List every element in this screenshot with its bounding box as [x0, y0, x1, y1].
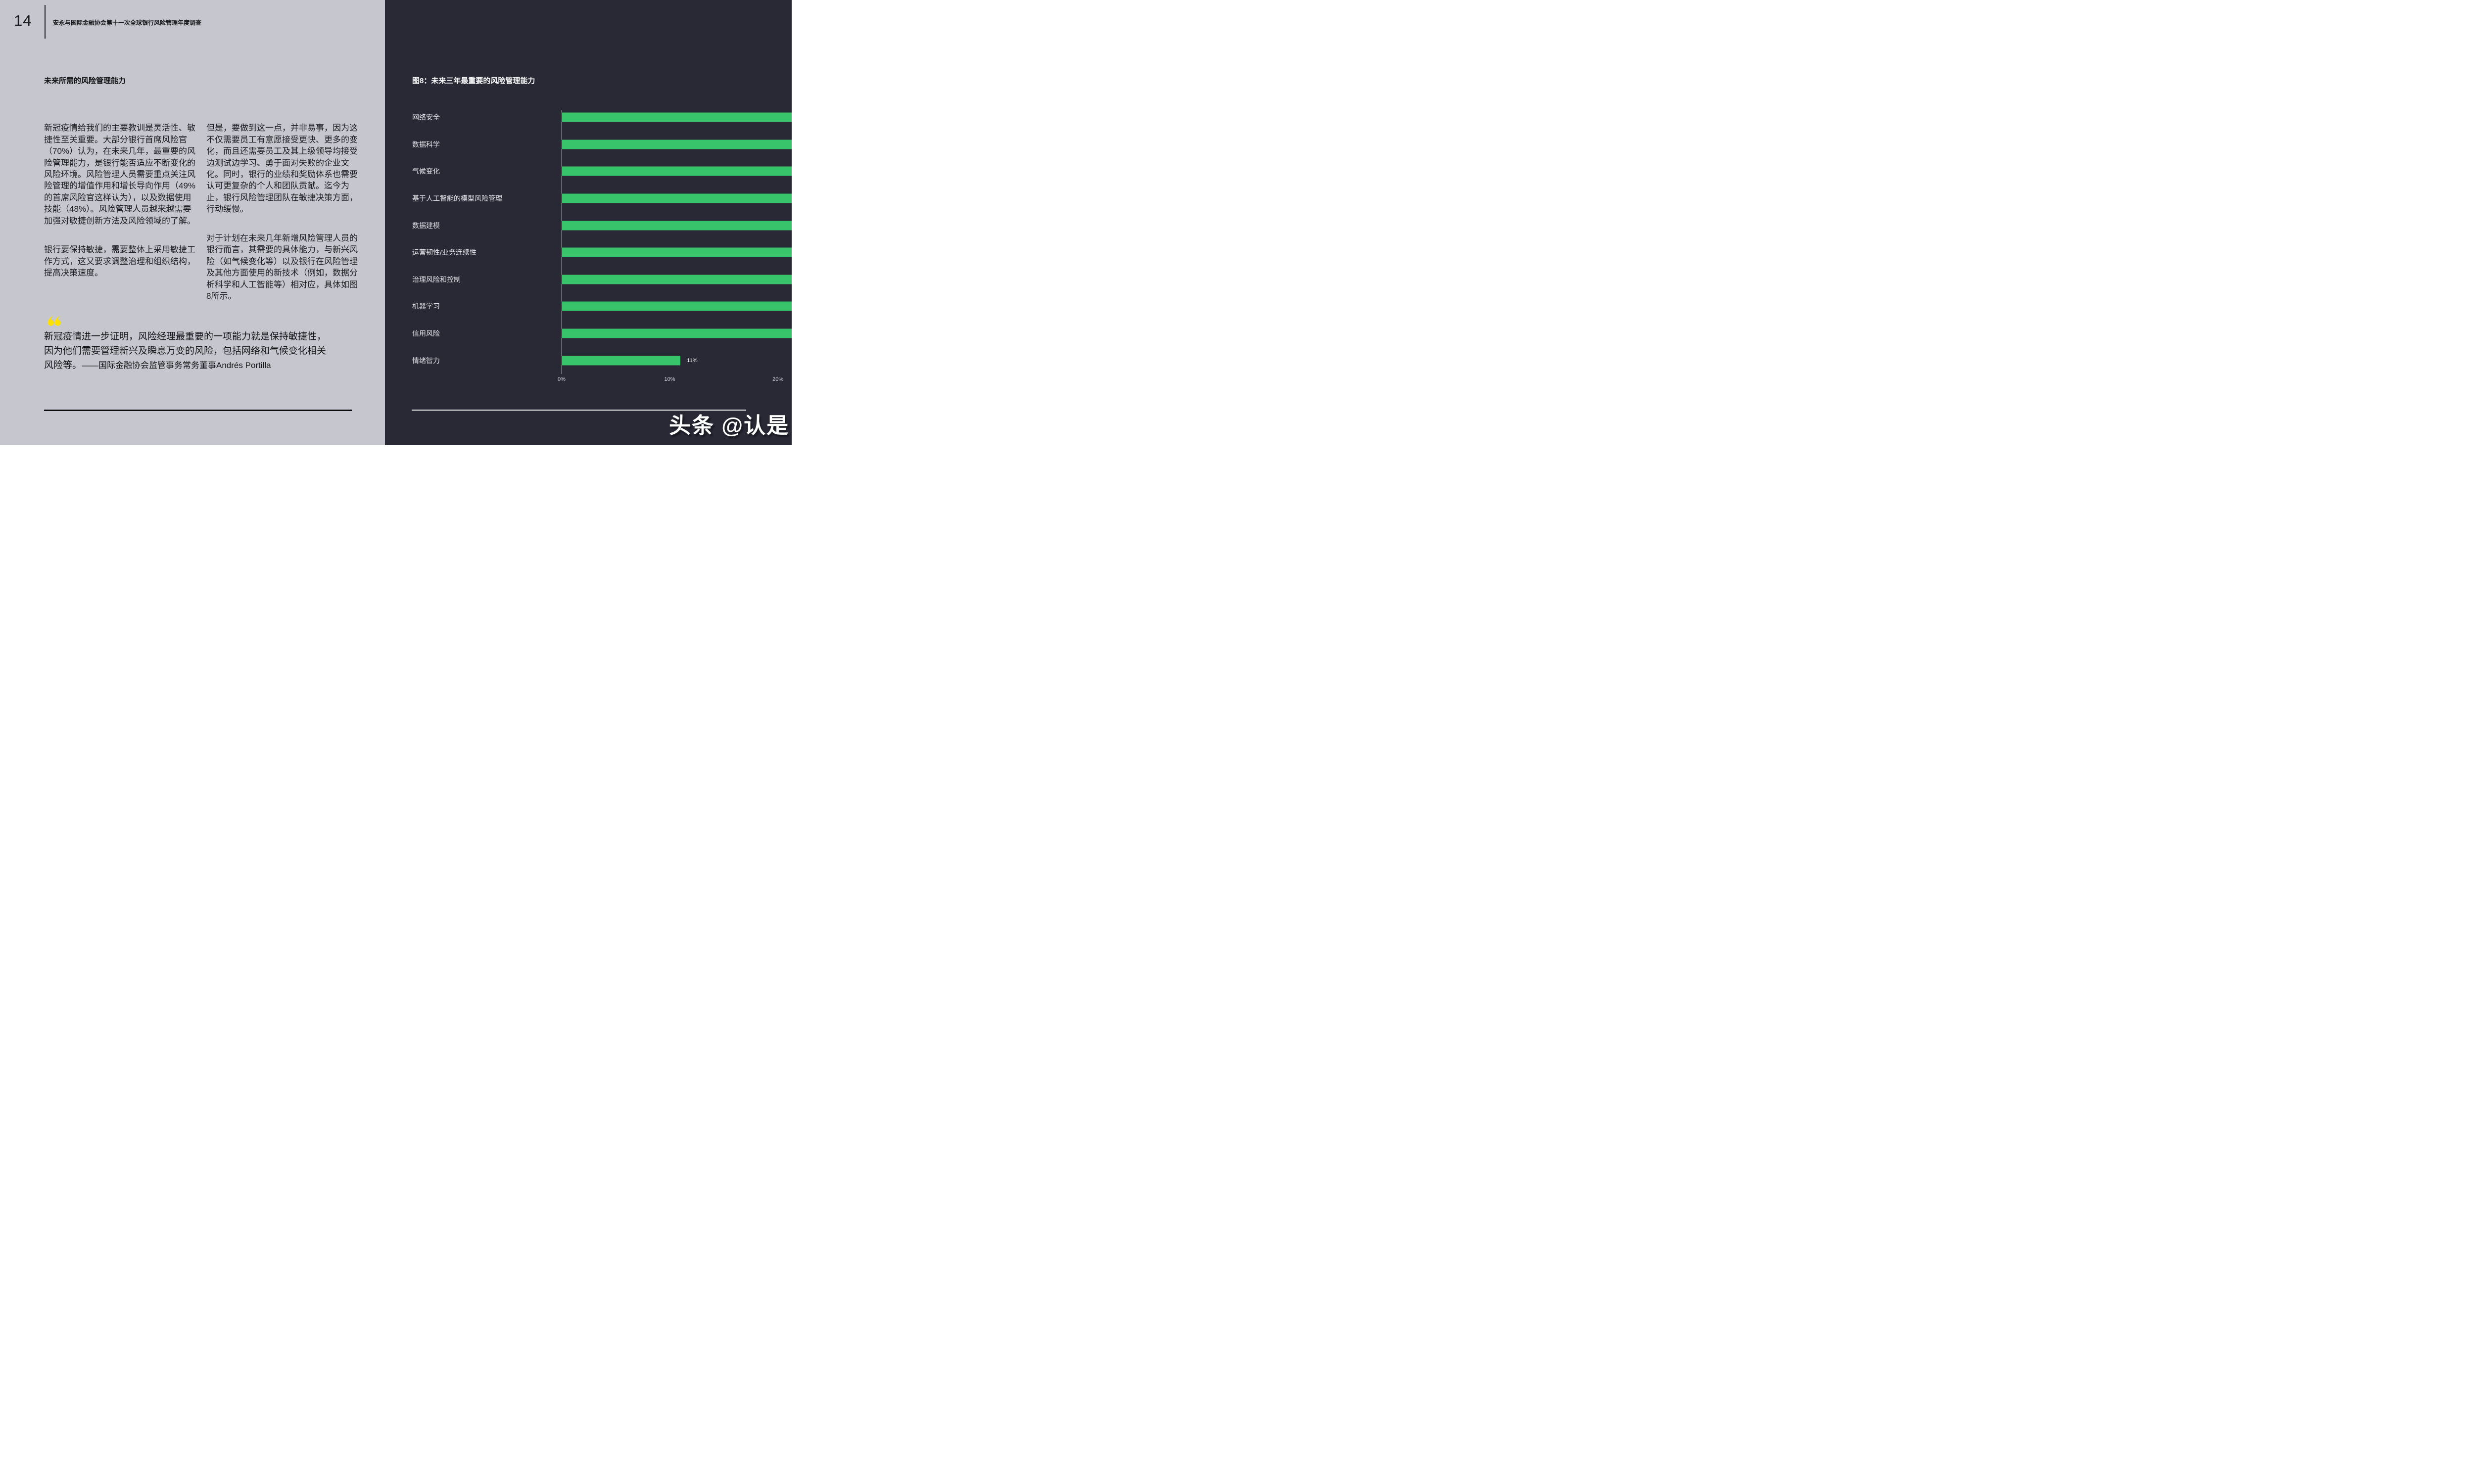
bar-chart: 网络安全75%数据科学74%气候变化57%基于人工智能的模型风险管理51%数据建… [412, 104, 792, 374]
bar-category-label: 基于人工智能的模型风险管理 [412, 194, 502, 203]
chart-row: 情绪智力 11% [412, 347, 778, 374]
chart-row: 网络安全75% [412, 104, 792, 131]
chart-row: 运营韧性/业务连续性46% [412, 239, 792, 266]
section-title: 未来所需的风险管理能力 [44, 77, 126, 85]
body-column-2: 但是，要做到这一点，并非易事，因为这 不仅需要员工有意愿接受更快、更多的变 化，… [206, 111, 361, 320]
quote-attribution: ——国际金融协会监管事务常务董事Andrés Portilla [82, 361, 271, 370]
bar-category-label: 信用风险 [412, 329, 440, 338]
paragraph: 对于计划在未来几年新增风险管理人员的 银行而言，其需要的具体能力，与新兴风 险（… [206, 233, 358, 301]
bar [562, 247, 792, 257]
chart-row: 气候变化57% [412, 158, 792, 185]
bar-category-label: 网络安全 [412, 113, 440, 122]
bar-category-label: 机器学习 [412, 302, 440, 311]
axis-tick-label: 0% [558, 376, 566, 382]
chart-row: 信用风险36% [412, 320, 792, 347]
bar [562, 193, 792, 203]
bar [562, 112, 792, 122]
body-column-1: 新冠疫情给我们的主要教训是灵活性、敏 捷性至关重要。大部分银行首席风险官 （70… [44, 111, 198, 296]
bar-category-label: 运营韧性/业务连续性 [412, 248, 476, 257]
quote-text-end: 风险等。 [44, 360, 82, 371]
bottom-rule-right [412, 410, 746, 411]
chart-x-axis-ticks: 0%10%20%30%40%50%60%70%80% [558, 376, 783, 384]
bar [562, 328, 792, 338]
bar [562, 221, 792, 231]
chart-row: 数据建模48% [412, 212, 792, 239]
header-report-title: 安永与国际金融协会第十一次全球银行风险管理年度调查 [53, 19, 202, 26]
page-number: 14 [14, 12, 32, 29]
quote-text-line: 新冠疫情进一步证明，风险经理最重要的一项能力就是保持敏捷性， [44, 331, 327, 342]
bar [562, 301, 792, 311]
chart-row: 机器学习36% [412, 293, 792, 320]
bar-category-label: 数据建模 [412, 221, 440, 230]
axis-tick-label: 10% [664, 376, 675, 382]
watermark: 头条 @认是 [669, 414, 790, 438]
bar-category-label: 气候变化 [412, 167, 440, 176]
paragraph: 但是，要做到这一点，并非易事，因为这 不仅需要员工有意愿接受更快、更多的变 化，… [206, 123, 358, 214]
chart-row: 治理风险和控制38% [412, 266, 792, 293]
bar [562, 166, 792, 176]
chart-row: 基于人工智能的模型风险管理51% [412, 185, 792, 212]
header-divider [45, 5, 46, 39]
paragraph: 新冠疫情给我们的主要教训是灵活性、敏 捷性至关重要。大部分银行首席风险官 （70… [44, 123, 196, 226]
bottom-rule-left [44, 410, 352, 411]
bar-category-label: 治理风险和控制 [412, 275, 461, 283]
paragraph: 银行要保持敏捷，需要整体上采用敏捷工 作方式，这又要求调整治理和组织结构， 提高… [44, 245, 195, 278]
bar [562, 356, 681, 366]
bar-category-label: 数据科学 [412, 140, 440, 148]
chart-title: 图8：未来三年最重要的风险管理能力 [412, 77, 535, 85]
report-page: 14 安永与国际金融协会第十一次全球银行风险管理年度调查 银行业韧性 | 安永 … [0, 0, 792, 445]
axis-tick-label: 20% [772, 376, 784, 382]
quote-text-line: 风险等。——国际金融协会监管事务常务董事Andrés Portilla [44, 358, 371, 372]
bar-category-label: 情绪智力 [412, 356, 440, 365]
bar-value-label: 11% [687, 357, 698, 364]
quote-text-line: 因为他们需要管理新兴及瞬息万变的风险，包括网络和气候变化相关 [44, 346, 327, 356]
bar [562, 139, 792, 149]
chart-row: 数据科学74% [412, 131, 792, 158]
quote-icon [48, 316, 62, 326]
bar [562, 275, 792, 284]
